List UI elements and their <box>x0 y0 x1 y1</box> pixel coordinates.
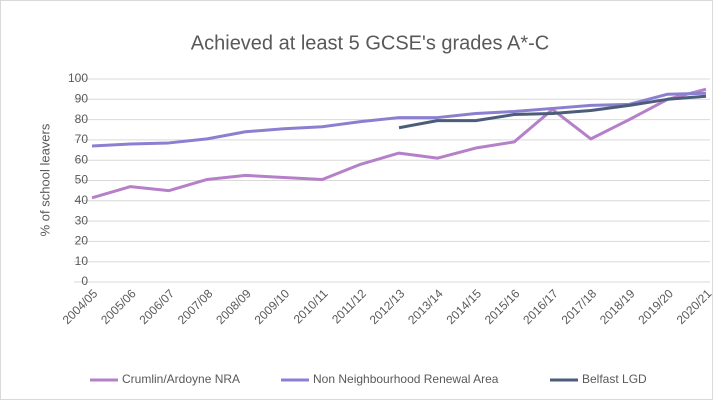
y-tick-label: 60 <box>75 152 89 166</box>
y-tick-label: 70 <box>75 132 89 146</box>
series-line <box>91 87 707 200</box>
y-tick-label: 10 <box>75 254 89 268</box>
y-tick-label: 100 <box>68 71 88 85</box>
legend-label: Non Neighbourhood Renewal Area <box>313 372 499 386</box>
series-line <box>398 94 707 130</box>
y-tick-label: 90 <box>75 91 89 105</box>
y-tick-label: 40 <box>75 193 89 207</box>
legend-label: Belfast LGD <box>582 372 647 386</box>
y-tick-label: 30 <box>75 213 89 227</box>
y-tick-label: 50 <box>75 173 89 187</box>
y-tick-label: 0 <box>81 274 88 288</box>
legend-label: Crumlin/Ardoyne NRA <box>122 372 240 386</box>
y-axis-title: % of school leavers <box>37 123 52 236</box>
y-tick-label: 20 <box>75 234 89 248</box>
y-tick-label: 80 <box>75 112 89 126</box>
chart-title: Achieved at least 5 GCSE's grades A*-C <box>191 32 549 54</box>
series-line <box>91 91 707 148</box>
